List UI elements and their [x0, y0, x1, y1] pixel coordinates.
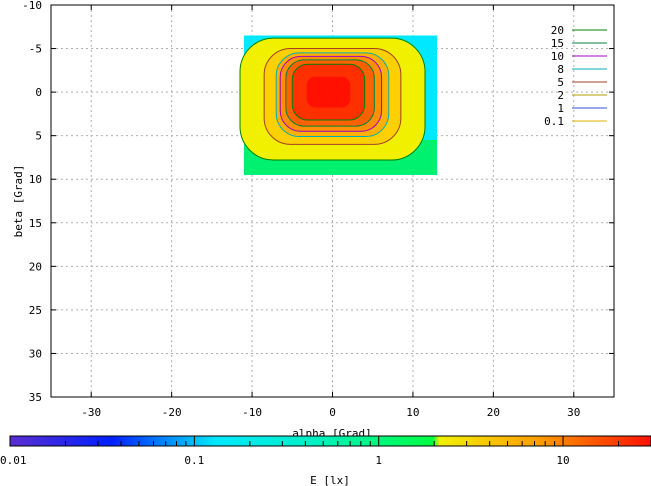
- legend-label: 1: [557, 102, 564, 115]
- y-axis-label: beta [Grad]: [12, 165, 25, 238]
- contour-line-2: [239, 37, 426, 161]
- x-tick-label: -10: [242, 406, 262, 419]
- y-tick-label: 5: [35, 130, 42, 143]
- contour-line-8: [275, 52, 390, 138]
- colorbar-label: E [lx]: [310, 474, 350, 486]
- contour-line-10: [279, 55, 383, 132]
- x-tick-label: 30: [567, 406, 580, 419]
- contour-line-5: [263, 48, 402, 145]
- legend-label: 8: [557, 63, 564, 76]
- colorbar-tick-label: 10: [556, 454, 569, 467]
- x-tick-label: 0: [329, 406, 336, 419]
- x-axis-ticks: -30 -20 -10 0 10 20 30: [81, 5, 580, 419]
- y-tick-label: 20: [29, 260, 42, 273]
- contour-line-20: [291, 63, 366, 121]
- x-tick-label: 20: [487, 406, 500, 419]
- y-tick-label: 35: [29, 391, 42, 404]
- legend-label: 0.1: [544, 115, 564, 128]
- legend-label: 5: [557, 76, 564, 89]
- heatmap-core: [306, 76, 351, 108]
- y-tick-label: -10: [22, 0, 42, 12]
- x-tick-label: 10: [406, 406, 419, 419]
- contour-line-15: [285, 59, 375, 127]
- heatmap-field: [240, 35, 438, 175]
- colorbar-ticks: 0.01 0.1 1 10: [0, 436, 651, 467]
- contour-lines: [239, 37, 426, 161]
- y-tick-label: 10: [29, 173, 42, 186]
- y-tick-label: -5: [29, 43, 42, 56]
- x-tick-label: -30: [81, 406, 101, 419]
- colorbar-tick-label: 1: [375, 454, 382, 467]
- y-tick-label: 0: [35, 86, 42, 99]
- y-tick-label: 15: [29, 217, 42, 230]
- x-tick-label: -20: [162, 406, 182, 419]
- legend-label: 15: [551, 37, 564, 50]
- legend-label: 2: [557, 89, 564, 102]
- y-tick-label: 30: [29, 347, 42, 360]
- legend-label: 20: [551, 24, 564, 37]
- y-tick-label: 25: [29, 304, 42, 317]
- legend-label: 10: [551, 50, 564, 63]
- colorbar-tick-label: 0.1: [184, 454, 204, 467]
- colorbar-tick-label: 0.01: [0, 454, 27, 467]
